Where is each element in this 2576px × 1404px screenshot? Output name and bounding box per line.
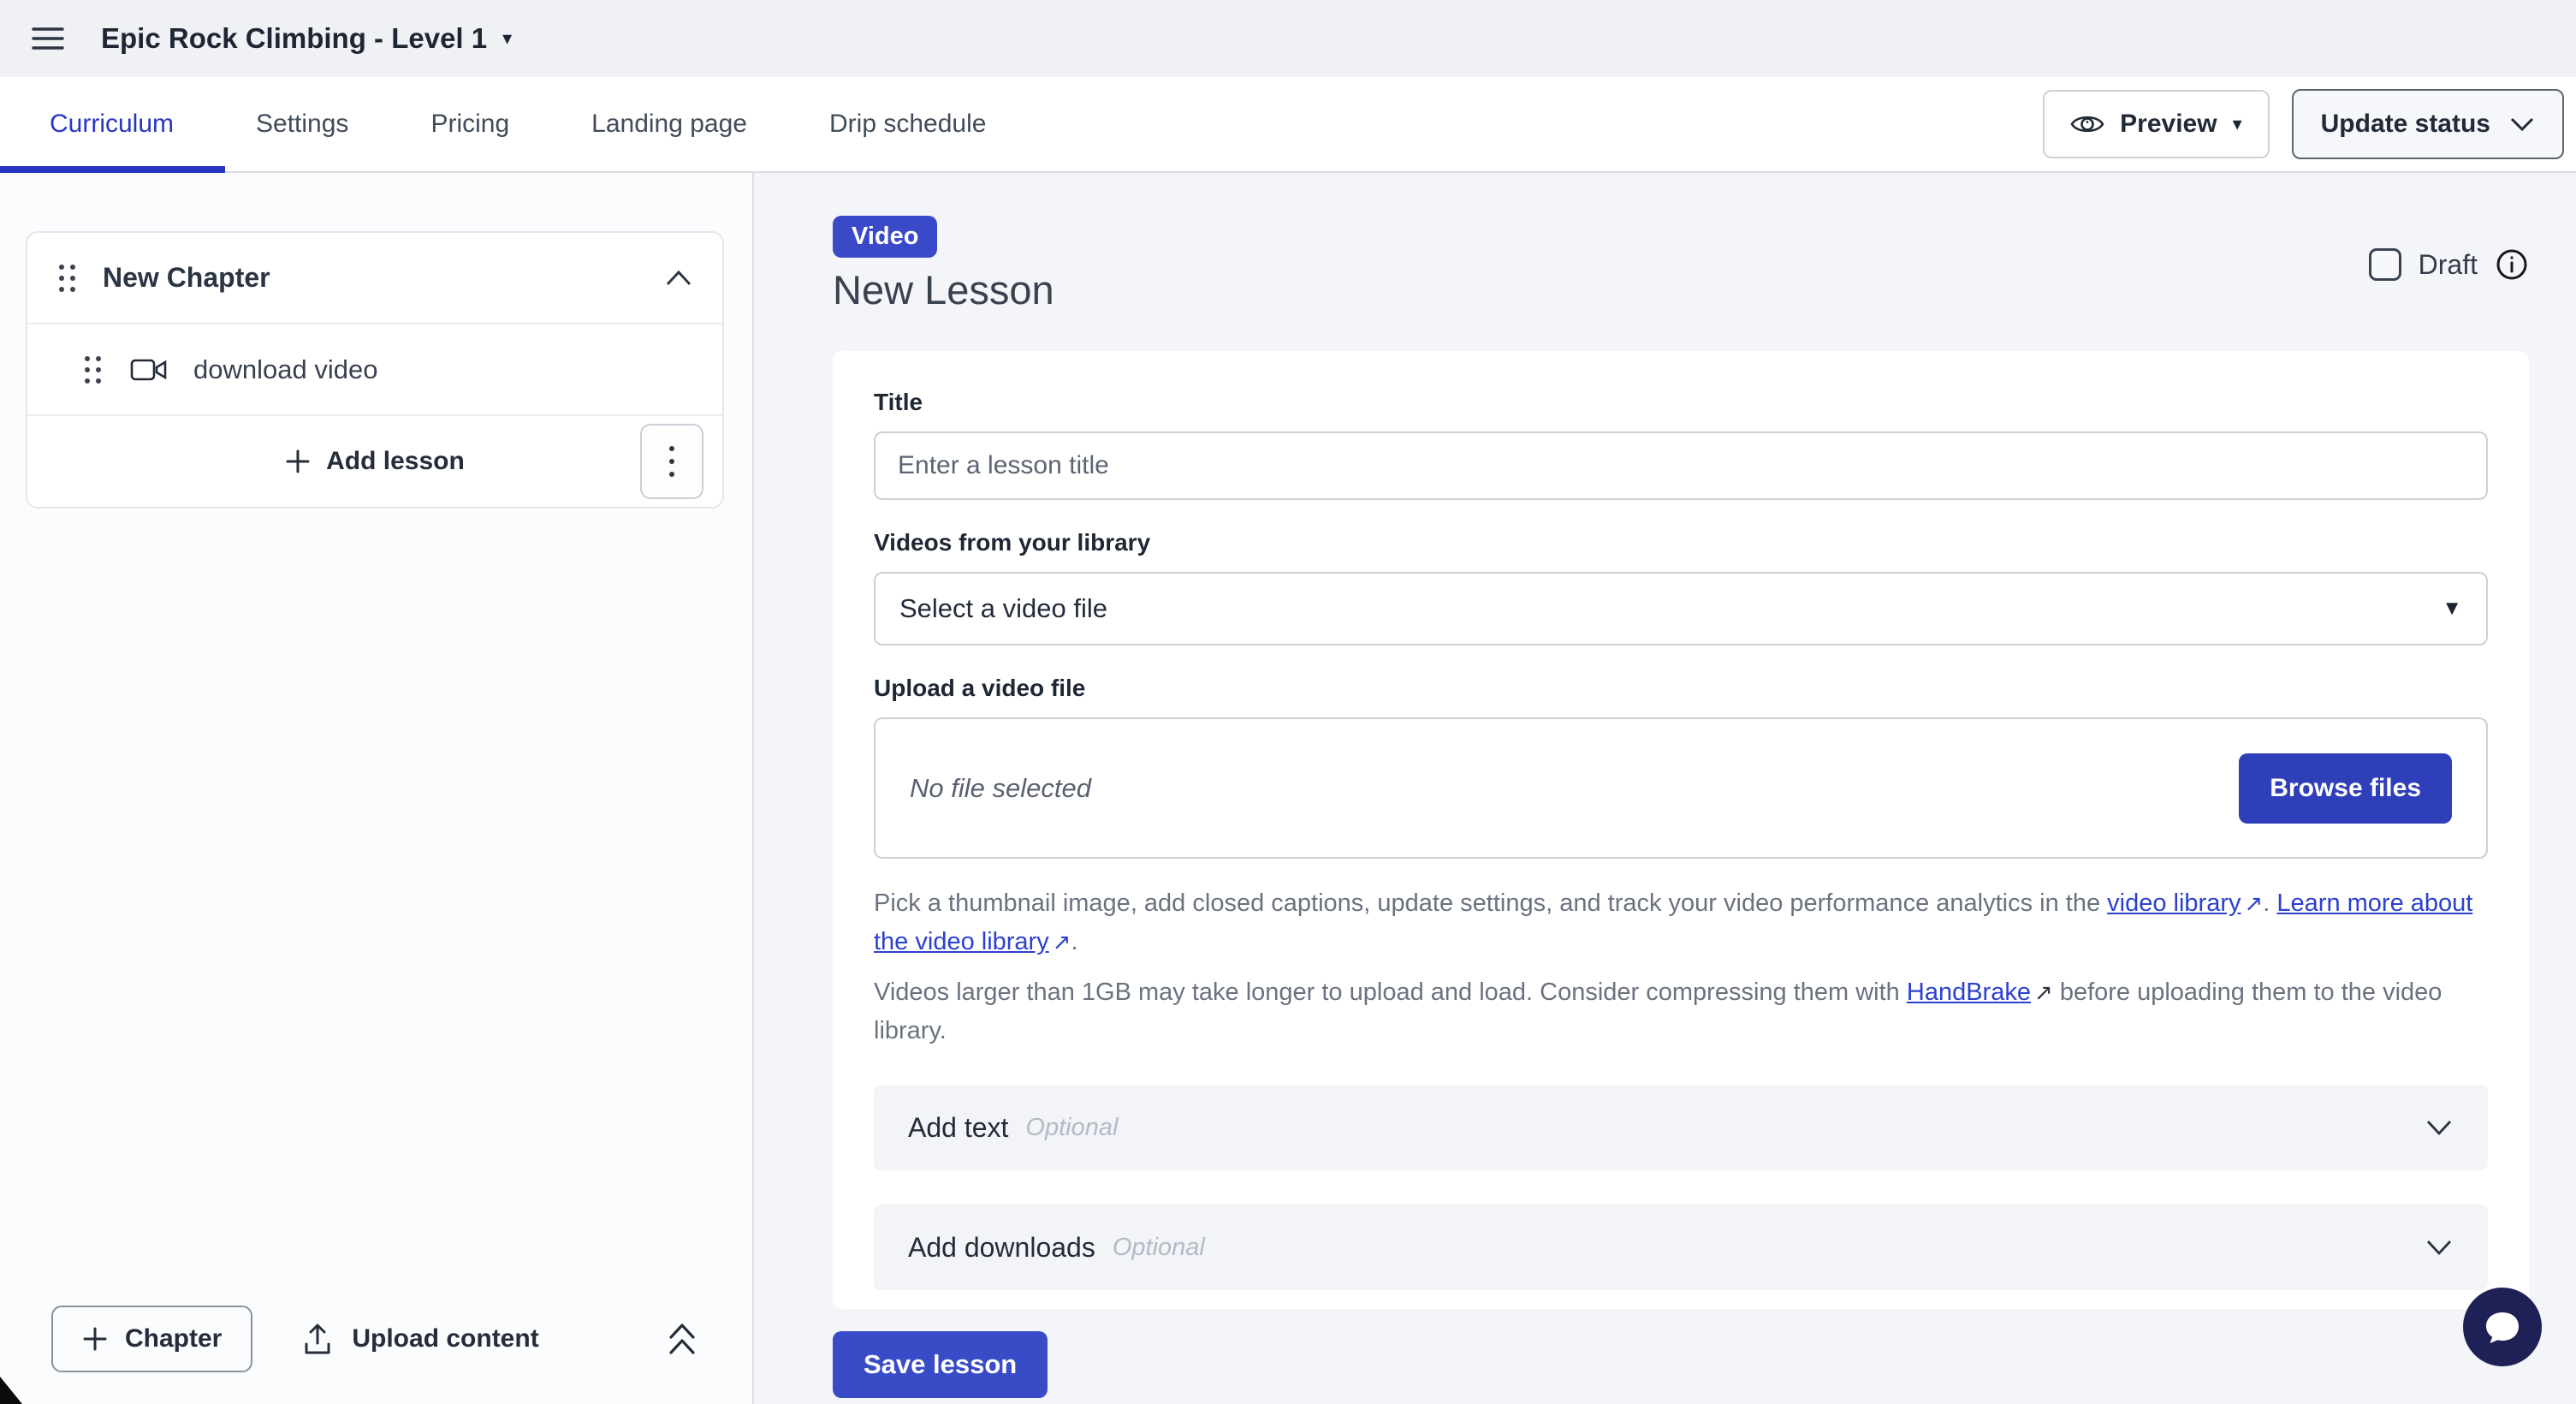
topbar: Epic Rock Climbing - Level 1 ▾: [0, 0, 2576, 77]
save-lesson-button[interactable]: Save lesson: [833, 1331, 1048, 1398]
course-title: Epic Rock Climbing - Level 1: [101, 22, 488, 54]
learn-more-link[interactable]: Learn more about the video library: [874, 889, 2473, 955]
upload-content-label: Upload content: [352, 1324, 539, 1353]
plus-icon: [286, 449, 310, 473]
chevron-up-icon: [666, 270, 691, 285]
tab-settings[interactable]: Settings: [256, 110, 349, 138]
help-text-segment: .: [1071, 928, 1078, 955]
add-chapter-label: Chapter: [125, 1324, 223, 1353]
external-link-icon: ↗: [2244, 890, 2264, 916]
collapse-all-button[interactable]: [665, 1320, 699, 1358]
caret-down-icon: ▾: [2232, 113, 2242, 134]
add-text-section[interactable]: Add text Optional: [874, 1085, 2488, 1170]
draft-label: Draft: [2418, 248, 2478, 280]
sidebar-footer: Chapter Upload content: [0, 1274, 752, 1404]
help-text-segment: before uploading them to the video libra…: [874, 979, 2442, 1044]
tab-drip-schedule[interactable]: Drip schedule: [829, 110, 987, 138]
video-library-link[interactable]: video library: [2107, 889, 2241, 917]
upload-field-label: Upload a video file: [874, 675, 1086, 701]
optional-label: Optional: [1025, 1113, 1119, 1141]
chat-widget-button[interactable]: [2463, 1288, 2542, 1366]
lesson-heading-group: Video New Lesson: [833, 216, 1054, 313]
chevron-down-icon: [2426, 1240, 2452, 1256]
chat-bubble-icon: [2486, 1312, 2519, 1343]
file-upload-box: No file selected Browse files: [874, 717, 2488, 859]
page-title: New Lesson: [833, 267, 1054, 312]
video-library-select[interactable]: Select a video file ▼: [874, 572, 2488, 645]
collapse-chapter-button[interactable]: [664, 269, 693, 288]
add-downloads-section[interactable]: Add downloads Optional: [874, 1205, 2488, 1290]
external-link-icon: ↗: [1052, 929, 1071, 955]
tab-curriculum[interactable]: Curriculum: [50, 110, 175, 138]
preview-label: Preview: [2120, 110, 2217, 138]
preview-button[interactable]: Preview ▾: [2043, 90, 2270, 158]
double-chevron-up-icon: [669, 1324, 695, 1354]
plus-icon: [83, 1327, 107, 1351]
lesson-title: download video: [193, 354, 378, 384]
chapter-header[interactable]: New Chapter: [27, 233, 722, 323]
add-lesson-button[interactable]: Add lesson: [285, 447, 465, 476]
file-size-help-text: Videos larger than 1GB may take longer t…: [874, 973, 2488, 1050]
external-link-icon: ↗: [2033, 979, 2053, 1005]
browse-files-button[interactable]: Browse files: [2239, 753, 2452, 824]
help-text-segment: Pick a thumbnail image, add closed capti…: [874, 889, 2108, 917]
upload-icon: [305, 1324, 330, 1354]
add-downloads-label: Add downloads: [908, 1231, 1095, 1263]
lesson-title-input[interactable]: [874, 431, 2488, 500]
help-text-segment: .: [2263, 889, 2277, 917]
lesson-form-card: Title Videos from your library Select a …: [833, 351, 2529, 1309]
kebab-menu-icon: [669, 446, 674, 477]
add-lesson-label: Add lesson: [326, 447, 465, 475]
eye-icon: [2070, 116, 2104, 133]
lesson-type-badge: Video: [833, 216, 938, 258]
video-library-help-text: Pick a thumbnail image, add closed capti…: [874, 884, 2488, 961]
add-lesson-row: Add lesson: [27, 414, 722, 507]
course-switcher[interactable]: Epic Rock Climbing - Level 1 ▾: [101, 22, 512, 55]
tabbar: Curriculum Settings Pricing Landing page…: [0, 77, 2576, 173]
tabbar-actions: Preview ▾ Update status: [2043, 89, 2576, 159]
title-field-label: Title: [874, 389, 923, 415]
chapter-options-button[interactable]: [640, 424, 703, 499]
lesson-editor: Video New Lesson Draft Title Videos from…: [754, 173, 2576, 1404]
add-chapter-button[interactable]: Chapter: [51, 1306, 253, 1372]
select-caret-icon: ▼: [2442, 597, 2462, 620]
drag-handle-icon[interactable]: [56, 261, 79, 295]
tab-pricing[interactable]: Pricing: [430, 110, 510, 138]
chapter-card: New Chapter download video: [26, 231, 724, 509]
lesson-header: Video New Lesson Draft: [833, 216, 2529, 313]
upload-content-button[interactable]: Upload content: [302, 1323, 539, 1355]
chevron-down-icon: [2510, 117, 2534, 132]
menu-icon[interactable]: [31, 21, 65, 56]
library-field-label: Videos from your library: [874, 529, 1151, 556]
optional-label: Optional: [1112, 1233, 1205, 1261]
cursor-artifact: [0, 1377, 22, 1404]
curriculum-sidebar: New Chapter download video: [0, 173, 754, 1404]
update-status-label: Update status: [2320, 110, 2490, 138]
add-text-label: Add text: [908, 1111, 1009, 1143]
info-icon[interactable]: [2495, 247, 2529, 282]
drag-handle-icon[interactable]: [82, 353, 104, 387]
draft-toggle-group: Draft: [2368, 247, 2529, 282]
chevron-down-icon: [2426, 1121, 2452, 1136]
video-camera-icon: [130, 359, 167, 380]
caret-down-icon: ▾: [502, 27, 513, 49]
draft-checkbox[interactable]: [2368, 248, 2401, 281]
update-status-button[interactable]: Update status: [2291, 89, 2564, 159]
active-tab-underline: [0, 166, 225, 173]
video-library-selected-value: Select a video file: [899, 593, 1107, 623]
content: New Chapter download video: [0, 173, 2576, 1404]
help-text-segment: Videos larger than 1GB may take longer t…: [874, 979, 1907, 1006]
chapter-title: New Chapter: [103, 262, 270, 293]
tab-landing-page[interactable]: Landing page: [591, 110, 747, 138]
lesson-row[interactable]: download video: [27, 323, 722, 414]
no-file-text: No file selected: [910, 772, 1091, 803]
handbrake-link[interactable]: HandBrake: [1906, 979, 2031, 1006]
